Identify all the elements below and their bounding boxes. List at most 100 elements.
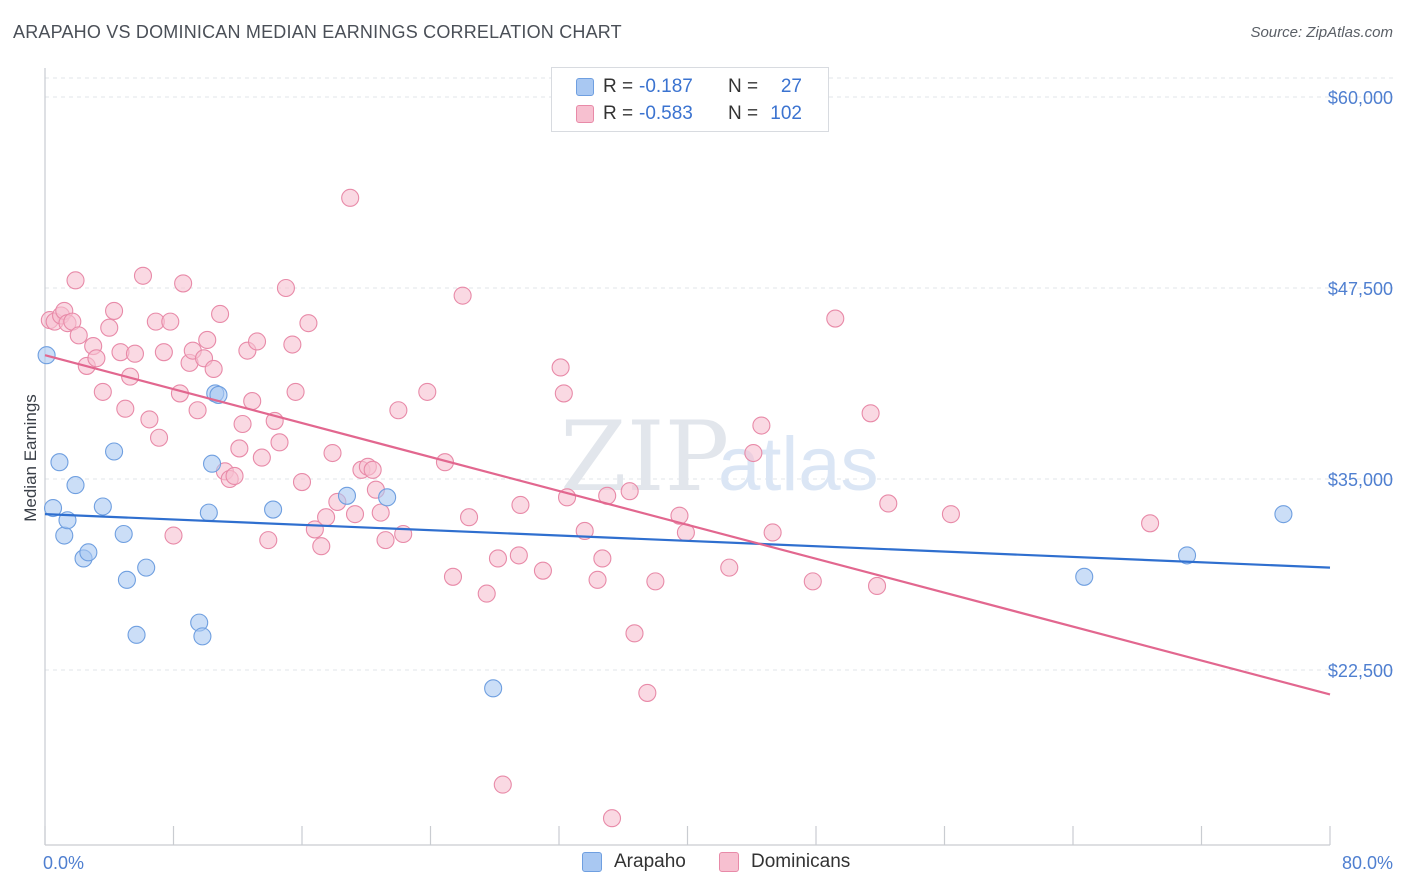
dominicans-point (752, 416, 771, 435)
arapaho-point (484, 679, 503, 698)
arapaho-point (199, 503, 218, 522)
dominicans-point (247, 332, 267, 351)
dominicans-point (1141, 514, 1160, 533)
dominicans-point (125, 344, 144, 363)
dominicans-point (533, 561, 552, 580)
dominicans-point (341, 188, 360, 207)
dominicans-point (140, 410, 159, 429)
dominicans-point (593, 549, 612, 568)
dominicans-point (225, 466, 244, 485)
dominicans-point (879, 494, 898, 513)
dominicans-point (317, 508, 336, 527)
trend-lines (44, 354, 1331, 696)
legend-label-arapaho: Arapaho (614, 851, 686, 872)
y-axis-label: Median Earnings (21, 394, 40, 522)
watermark: ZIP atlas (560, 401, 879, 513)
dominicans-point (646, 572, 665, 591)
arapaho-point (1075, 567, 1094, 586)
arapaho-point (79, 543, 98, 562)
dominicans-point (345, 505, 365, 524)
legend-item-arapaho: Arapaho (582, 851, 686, 873)
dominicans-point (198, 330, 217, 350)
dominicans-point (174, 274, 193, 293)
dominicans-point (252, 448, 271, 467)
dominicans-legend-swatch (719, 852, 739, 872)
dominicans-point (488, 549, 508, 568)
arapaho-point (264, 500, 283, 519)
x-axis-tick-labels: 0.0% 80.0% (43, 853, 1393, 873)
y-axis-tick-labels: $22,500 $35,000 $47,500 $60,000 (1328, 88, 1393, 681)
dominicans-point (443, 567, 463, 586)
y-tick-label: $60,000 (1328, 88, 1393, 108)
arapaho-point (105, 442, 124, 461)
arapaho-trend-line (44, 513, 1331, 569)
arapaho-point (66, 476, 85, 495)
arapaho-point (337, 486, 357, 505)
arapaho-swatch (576, 78, 594, 96)
dominicans-point (105, 301, 124, 320)
legend-row-arapaho: R = -0.187 N = 27 (576, 74, 802, 100)
arapaho-point (378, 488, 397, 507)
dominicans-point (230, 439, 249, 458)
dominicans-point (87, 349, 106, 368)
arapaho-point (114, 524, 133, 544)
arapaho-point (1177, 546, 1197, 565)
dominicans-point (867, 576, 887, 596)
dominicans-points (40, 188, 1160, 828)
dominicans-point (93, 382, 112, 401)
y-tick-label: $47,500 (1328, 279, 1393, 299)
watermark-zip: ZIP (560, 401, 729, 513)
y-tick-label: $35,000 (1328, 470, 1393, 490)
n-label: N = (728, 76, 759, 97)
dominicans-point (371, 503, 390, 522)
dominicans-point (744, 443, 763, 463)
dominicans-point (376, 531, 395, 550)
dominicans-point (312, 537, 331, 556)
dominicans-point (286, 382, 305, 401)
dominicans-point (625, 624, 644, 643)
dominicans-point (941, 505, 960, 524)
arapaho-point (93, 497, 112, 516)
dominicans-point (493, 775, 512, 794)
arapaho-point (117, 570, 136, 589)
dominicans-point (161, 312, 180, 331)
chart-title: ARAPAHO VS DOMINICAN MEDIAN EARNINGS COR… (13, 22, 622, 42)
dominicans-point (100, 318, 119, 337)
dominicans-point (826, 309, 845, 328)
dominicans-swatch (576, 105, 594, 123)
arapaho-point (1274, 505, 1293, 524)
dominicans-point (670, 506, 689, 525)
dominicans-point (418, 382, 437, 401)
dominicans-point (323, 443, 342, 463)
arapaho-point (50, 453, 69, 472)
source-credit: Source: ZipAtlas.com (1250, 24, 1393, 41)
x-tick-label: 0.0% (43, 853, 84, 873)
n-value-arapaho: 27 (780, 76, 802, 97)
dominicans-point (188, 401, 207, 420)
dominicans-point (620, 482, 639, 501)
dominicans-point (283, 335, 302, 354)
dominicans-point (243, 392, 262, 411)
r-label: R = (603, 76, 634, 97)
dominicans-point (133, 266, 153, 285)
dominicans-point (602, 809, 622, 828)
dominicans-point (638, 683, 657, 702)
dominicans-point (459, 508, 479, 527)
n-label: N = (728, 103, 759, 124)
arapaho-point (137, 558, 156, 577)
dominicans-point (803, 572, 822, 591)
dominicans-point (588, 570, 607, 589)
dominicans-point (116, 399, 135, 418)
dominicans-point (453, 286, 472, 305)
dominicans-point (363, 460, 382, 479)
r-label: R = (603, 103, 634, 124)
x-tick-label: 80.0% (1342, 853, 1393, 873)
arapaho-point (203, 454, 222, 473)
dominicans-point (292, 473, 312, 492)
dominicans-point (477, 584, 496, 603)
r-value-dominicans: -0.583 (639, 103, 693, 124)
arapaho-points (37, 346, 1293, 698)
dominicans-point (511, 495, 530, 515)
dominicans-point (259, 531, 278, 550)
